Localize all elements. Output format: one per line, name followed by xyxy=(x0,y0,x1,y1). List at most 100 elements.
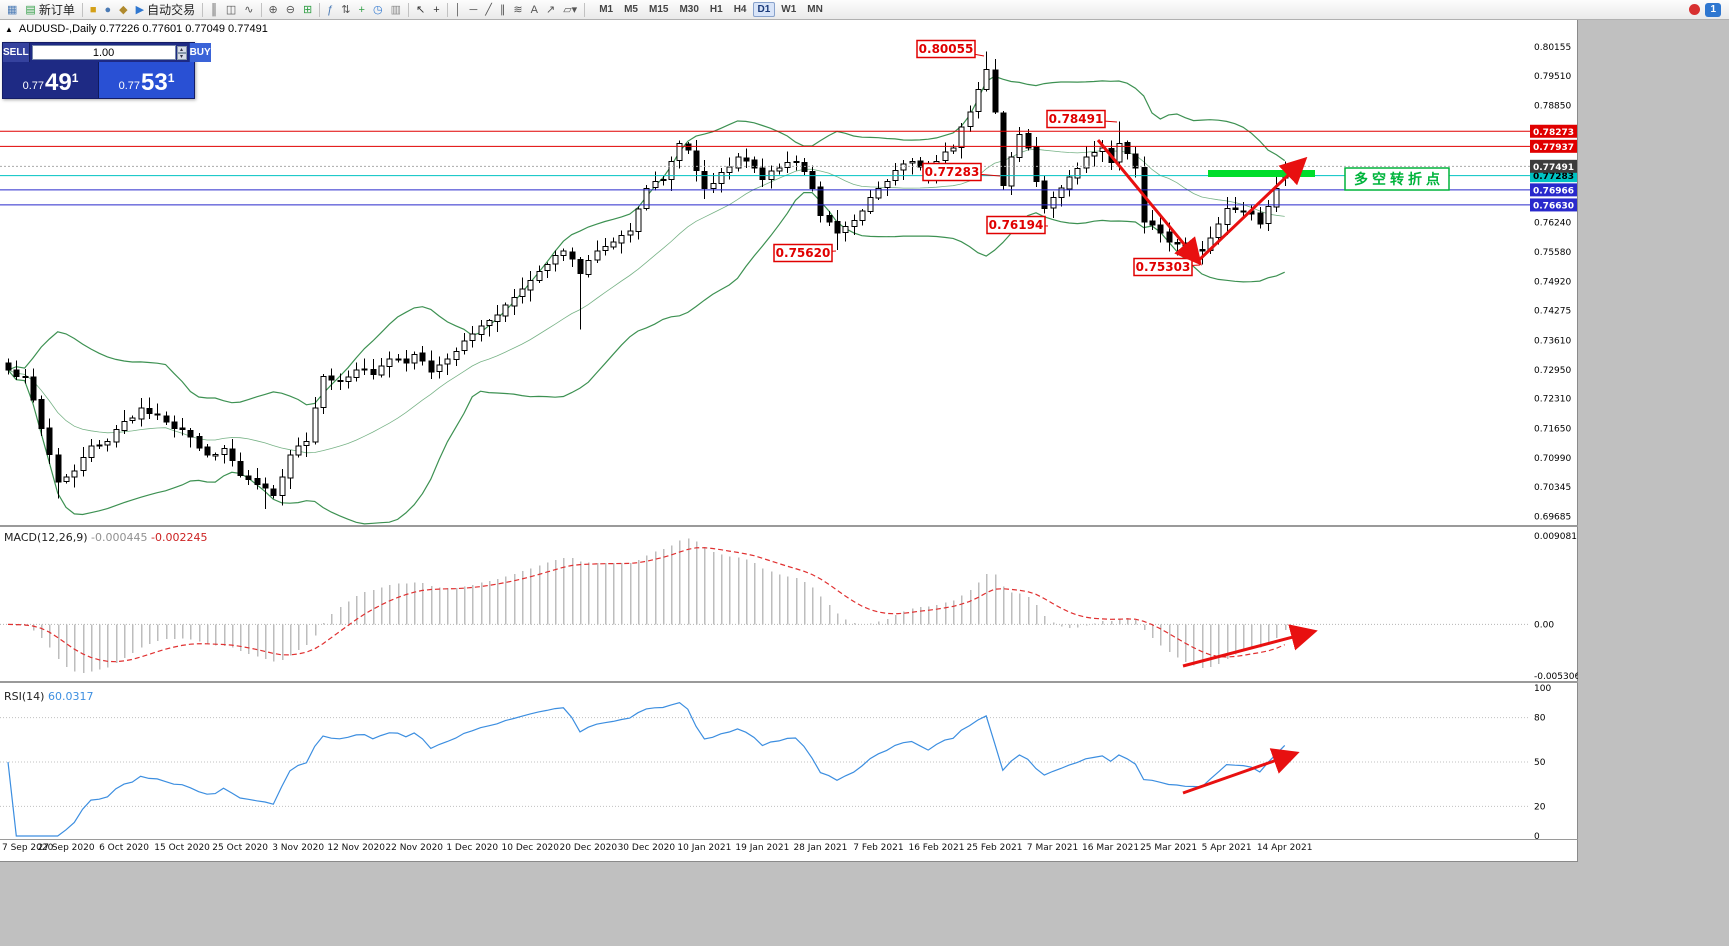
indicators-icon[interactable]: ƒ xyxy=(323,1,337,19)
cursor-icon[interactable]: ↖ xyxy=(412,1,429,19)
shapes-dropdown[interactable]: ▱▾ xyxy=(559,1,581,19)
buy-price[interactable]: 0.77 53 1 xyxy=(99,62,194,98)
periods-icon[interactable]: ◷ xyxy=(369,1,387,19)
buy-button[interactable]: BUY xyxy=(188,43,211,62)
price-axis-tag xyxy=(1530,124,1577,138)
new-chart-icon[interactable]: ▦ xyxy=(3,1,21,19)
trend-arrow[interactable] xyxy=(1182,624,1318,668)
market-watch-icon[interactable]: ■ xyxy=(86,1,101,19)
text-tool-icon[interactable]: A xyxy=(527,1,542,19)
data-window-icon[interactable]: ● xyxy=(100,1,115,19)
indicator-windows-icon[interactable]: ⇅ xyxy=(337,1,354,19)
trend-arrow[interactable] xyxy=(1096,139,1202,266)
svg-text:0.78850: 0.78850 xyxy=(1534,101,1571,111)
timeframe-m1[interactable]: M1 xyxy=(599,4,614,15)
notifications-badge[interactable]: 1 xyxy=(1705,2,1721,17)
trade-panel-prices: 0.77 49 1 0.77 53 1 xyxy=(3,62,194,98)
price-chart-canvas[interactable]: 0.80155 0.79510 0.78850 0.76240 0.75580 0.749… xyxy=(0,20,1578,862)
autotrading-button-label: 自动交易 xyxy=(147,3,196,17)
price-label-box[interactable] xyxy=(1046,109,1118,129)
trendline-icon[interactable]: ╱ xyxy=(481,1,496,19)
volume-input[interactable] xyxy=(31,45,176,60)
price-label-box[interactable] xyxy=(986,215,1049,235)
volume-down-button[interactable]: ▾ xyxy=(176,52,187,60)
price-label-box[interactable] xyxy=(922,162,1001,182)
trend-arrow[interactable] xyxy=(1196,156,1308,263)
svg-text:30 Dec 2020: 30 Dec 2020 xyxy=(618,843,676,853)
svg-text:0.75303: 0.75303 xyxy=(1136,260,1191,274)
svg-text:20: 20 xyxy=(1534,802,1546,812)
timeframe-m5[interactable]: M5 xyxy=(624,4,638,15)
add-indicator-icon[interactable]: + xyxy=(355,1,369,19)
bar-chart-icon[interactable]: ║ xyxy=(206,1,222,19)
periods-icon: ◷ xyxy=(372,3,383,16)
svg-text:0.77491: 0.77491 xyxy=(1533,163,1574,173)
svg-text:0.70990: 0.70990 xyxy=(1534,454,1571,464)
price-label-box[interactable] xyxy=(773,243,837,263)
svg-text:25 Mar 2021: 25 Mar 2021 xyxy=(1140,843,1197,853)
timeframe-mn[interactable]: MN xyxy=(807,4,823,15)
toolbar-separator xyxy=(446,2,448,17)
svg-text:MACD(12,26,9) -0.000445 -0.002: MACD(12,26,9) -0.000445 -0.002245 xyxy=(4,531,207,544)
pane-splitter[interactable] xyxy=(0,525,1578,527)
trend-arrow[interactable] xyxy=(1182,748,1300,795)
timeframe-h1[interactable]: H1 xyxy=(709,4,723,15)
autotrading-button[interactable]: ▶ 自动交易 xyxy=(132,1,199,19)
line-chart-icon[interactable]: ∿ xyxy=(240,1,257,19)
svg-text:0.76966: 0.76966 xyxy=(1533,186,1574,196)
timeframe-h4[interactable]: H4 xyxy=(733,4,747,15)
timeframe-m30[interactable]: M30 xyxy=(679,4,699,15)
svg-text:0.72950: 0.72950 xyxy=(1534,366,1571,376)
tile-windows-icon[interactable]: ⊞ xyxy=(299,1,316,19)
svg-text:20 Dec 2020: 20 Dec 2020 xyxy=(560,843,618,853)
trade-panel-collapse-icon[interactable]: ▲ xyxy=(5,24,13,34)
svg-text:0.77283: 0.77283 xyxy=(925,165,980,179)
crosshair-icon: + xyxy=(433,3,440,16)
fibonacci-icon[interactable]: ≋ xyxy=(509,1,526,19)
candlestick-series xyxy=(5,51,1289,509)
svg-text:0.78491: 0.78491 xyxy=(1049,112,1104,126)
annotation-box[interactable] xyxy=(1344,167,1450,191)
svg-text:16 Feb 2021: 16 Feb 2021 xyxy=(908,843,964,853)
timeframe-w1[interactable]: W1 xyxy=(781,4,797,15)
macd-histogram xyxy=(15,538,1287,673)
support-zone-rect[interactable] xyxy=(1208,170,1315,177)
crosshair-icon[interactable]: + xyxy=(429,1,443,19)
new-order-button[interactable]: ▤ 新订单 xyxy=(21,1,78,19)
navigator-icon: ◆ xyxy=(119,3,128,16)
svg-text:22 Nov 2020: 22 Nov 2020 xyxy=(385,843,443,853)
zoom-in-icon[interactable]: ⊕ xyxy=(265,1,282,19)
horizontal-line-icon[interactable]: ─ xyxy=(466,1,482,19)
sell-price[interactable]: 0.77 49 1 xyxy=(3,62,99,98)
timeframe-m15[interactable]: M15 xyxy=(649,4,669,15)
svg-text:0.80055: 0.80055 xyxy=(919,42,974,56)
channel-icon[interactable]: ∥ xyxy=(496,1,510,19)
svg-text:28 Jan 2021: 28 Jan 2021 xyxy=(793,843,847,853)
cursor-icon: ↖ xyxy=(415,3,426,16)
svg-text:80: 80 xyxy=(1534,714,1546,724)
zoom-out-icon[interactable]: ⊖ xyxy=(282,1,299,19)
svg-text:0.75620: 0.75620 xyxy=(776,246,831,260)
candlestick-chart-icon[interactable]: ◫ xyxy=(222,1,240,19)
price-label-box[interactable] xyxy=(916,39,985,59)
buy-big-figure: 0.77 xyxy=(118,80,141,92)
svg-text:RSI(14) 60.0317: RSI(14) 60.0317 xyxy=(4,690,93,703)
vertical-line-icon[interactable]: │ xyxy=(451,1,466,19)
data-window-icon: ● xyxy=(104,3,112,16)
toolbar-separator xyxy=(319,2,321,17)
svg-text:-0.005306: -0.005306 xyxy=(1534,672,1578,682)
svg-text:0.76630: 0.76630 xyxy=(1533,201,1574,211)
arrows-tool-icon[interactable]: ↗ xyxy=(542,1,559,19)
timeframe-d1[interactable]: D1 xyxy=(752,2,776,17)
sell-button[interactable]: SELL xyxy=(3,43,30,62)
volume-up-button[interactable]: ▴ xyxy=(176,45,187,53)
volume-control: ▴ ▾ xyxy=(29,43,189,62)
metaquotes-icon[interactable] xyxy=(1689,4,1701,15)
navigator-icon[interactable]: ◆ xyxy=(115,1,131,19)
svg-text:0.76240: 0.76240 xyxy=(1534,218,1571,228)
rsi-line xyxy=(7,702,1286,837)
templates-icon[interactable]: ▥ xyxy=(387,1,405,19)
svg-text:0.79510: 0.79510 xyxy=(1534,72,1571,82)
pane-splitter[interactable] xyxy=(0,681,1578,683)
market-watch-icon: ■ xyxy=(89,3,97,16)
